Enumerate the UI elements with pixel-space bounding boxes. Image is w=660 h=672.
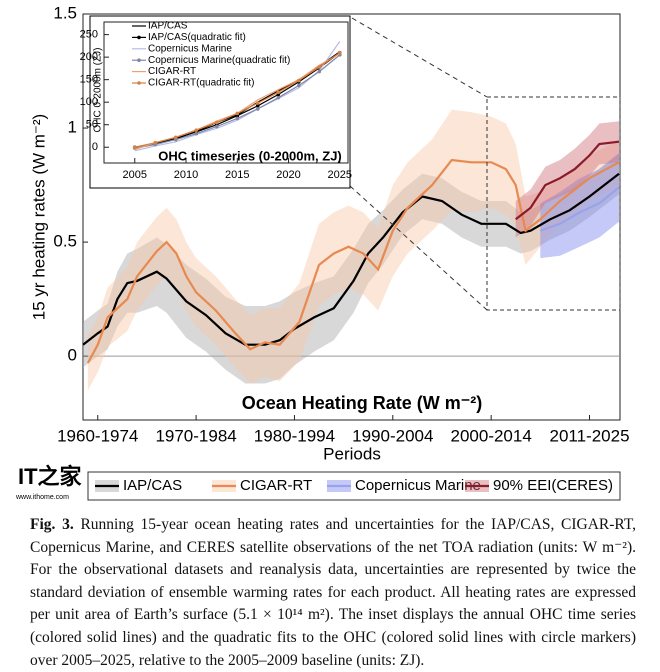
legend-label: IAP/CAS(quadratic fit) (148, 32, 246, 43)
legend-label: CIGAR-RT(quadratic fit) (148, 78, 255, 89)
fit-marker (214, 124, 219, 129)
caption-label: Fig. 3. (30, 516, 74, 533)
y-tick-label: 50 (86, 119, 98, 131)
y-tick-label: 200 (80, 51, 98, 63)
legend-marker (137, 81, 141, 85)
series-line (82, 172, 620, 346)
x-tick-label: 1970-1984 (155, 426, 236, 445)
watermark-logo: IT之家 (18, 464, 83, 489)
x-tick-label: 1960-1974 (57, 426, 138, 445)
inset-background (89, 15, 351, 189)
fit-marker (153, 140, 158, 145)
x-tick-label: 2000-2014 (451, 426, 532, 445)
y-axis-label: 15 yr heating rates (W m⁻²) (29, 114, 48, 320)
fit-marker (214, 120, 219, 125)
legend-label: IAP/CAS (123, 477, 182, 494)
x-axis-label: Periods (323, 444, 381, 463)
plot-frame (103, 21, 349, 164)
fit-marker (235, 111, 240, 116)
series-line (515, 140, 620, 221)
fit-marker (194, 128, 199, 132)
watermark-url: www.ithome.com (15, 494, 69, 501)
series-line (539, 186, 620, 232)
x-tick-label: 2020 (276, 169, 300, 181)
y-tick-label: 1 (68, 118, 77, 137)
legend-label: Copernicus Marine (355, 477, 481, 494)
legend-label: 90% EEI(CERES) (493, 477, 613, 494)
y-tick-label: 1.5 (53, 3, 77, 22)
x-tick-label: 2025 (328, 169, 352, 181)
legend-label: IAP/CAS (148, 21, 188, 32)
fit-marker (235, 116, 240, 121)
uncertainty-band (540, 153, 619, 259)
y-tick-label: 100 (80, 96, 98, 108)
zoom-connector (349, 185, 488, 311)
caption-text: Running 15-year ocean heating rates and … (30, 516, 637, 669)
x-tick-label: 1980-1994 (254, 426, 335, 445)
x-tick-label: 2010 (174, 169, 198, 181)
fit-marker (276, 90, 281, 95)
y-tick-label: 0 (92, 141, 98, 153)
series-line (86, 158, 620, 364)
fit-marker (296, 78, 301, 83)
zoom-connector (351, 17, 488, 98)
x-tick-label: 2015 (225, 169, 249, 181)
legend-label: Copernicus Marine(quadratic fit) (148, 55, 290, 66)
fit-marker (255, 101, 260, 105)
legend-marker (137, 35, 141, 40)
y-axis-label: OHC 0-2000m (ZJ) (93, 47, 104, 132)
y-tick-label: 0 (68, 346, 77, 365)
chart-title: OHC timeseries (0-2000m, ZJ) (158, 148, 342, 163)
zoom-box (486, 96, 621, 311)
fit-marker (337, 50, 342, 55)
fit-marker (296, 83, 301, 88)
x-tick-label: 2005 (123, 169, 147, 181)
legend-label: CIGAR-RT (240, 477, 312, 494)
x-tick-label: 1990-2004 (352, 426, 433, 445)
inset-chart: 0 50 100 150 200 250 2005 2010 2015 2020 2025 OHC t… (80, 15, 352, 189)
legend-label: Copernicus Marine (148, 43, 232, 54)
fit-marker (132, 145, 137, 150)
main-chart: 0 0.5 1 1.5 1960-1974 1970-1984 1980-1994 1990-… (29, 3, 630, 501)
legend-marker (137, 58, 141, 62)
y-tick-label: 0.5 (53, 232, 77, 251)
caption: Fig. 3. Running 15-year ocean heating ra… (30, 514, 636, 672)
fit-marker (276, 95, 281, 100)
figure: 0 0.5 1 1.5 1960-1974 1970-1984 1980-1994 1990-… (15, 3, 630, 501)
x-tick-label: 2011-2025 (549, 426, 629, 445)
fit-marker (317, 69, 322, 74)
y-tick-label: 250 (80, 29, 98, 41)
fit-marker (173, 135, 178, 140)
fit-marker (255, 103, 260, 108)
chart-title: Ocean Heating Rate (W m⁻²) (242, 393, 483, 413)
legend-box (87, 471, 621, 501)
fit-marker (194, 131, 199, 136)
fit-marker (255, 107, 260, 111)
fit-marker (317, 65, 322, 69)
y-tick-label: 150 (80, 74, 98, 86)
legend-label: CIGAR-RT (148, 66, 196, 77)
